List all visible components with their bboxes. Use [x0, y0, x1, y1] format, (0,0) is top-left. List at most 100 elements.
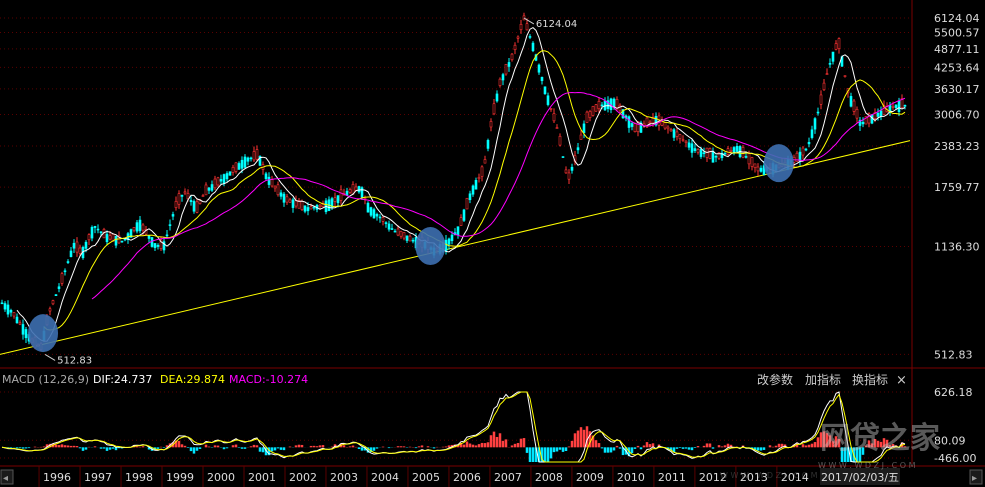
candle-body: [717, 152, 721, 159]
candle-body: [519, 24, 523, 31]
candle-body: [288, 199, 292, 203]
candle-body: [558, 135, 562, 146]
candle-body: [498, 78, 502, 86]
candle-body: [180, 194, 184, 197]
candle-body: [171, 214, 175, 217]
candle-body: [60, 273, 64, 284]
candle-body: [873, 112, 877, 119]
scroll-right-button[interactable]: [969, 469, 983, 485]
candle-body: [753, 163, 757, 168]
price-tick-labels: 6124.04 5500.57 4877.11 4253.64 3630.17 3006.…: [934, 12, 980, 361]
candle-body: [318, 204, 322, 207]
candle-body: [513, 44, 517, 50]
date-label: 2017/02/03/五: [821, 471, 899, 484]
candle-body: [216, 177, 220, 186]
candle-body: [795, 152, 799, 162]
candle-body: [693, 148, 697, 151]
watermark-logo-text: 网贷之家: [820, 421, 940, 456]
candle-body: [9, 310, 13, 313]
year-label: 2009: [576, 471, 604, 484]
candle-body: [891, 106, 895, 108]
candle-body: [267, 176, 271, 185]
candle-body: [138, 219, 142, 232]
candle-body: [399, 230, 403, 237]
candle-body: [360, 187, 364, 198]
candle-body: [156, 244, 160, 247]
candle-body: [660, 121, 664, 126]
scroll-right-icon: ▸: [972, 473, 977, 484]
candle-body: [51, 300, 55, 305]
candle-body: [897, 100, 901, 112]
candle-body: [201, 195, 205, 197]
candle-body: [282, 193, 286, 203]
candle-body: [393, 230, 397, 233]
candle-body: [3, 303, 7, 310]
candle-body: [690, 143, 694, 153]
candle-body: [105, 233, 109, 243]
candle-body: [537, 64, 541, 73]
candle-body: [297, 200, 301, 209]
candle-body: [837, 38, 841, 49]
candle-body: [222, 174, 226, 184]
candle-body: [822, 82, 826, 91]
candle-body: [195, 201, 199, 213]
macd-lines: [1, 391, 906, 463]
candle-body: [231, 167, 235, 173]
candle-body: [462, 209, 466, 221]
candle-body: [387, 223, 391, 230]
macd-tick-label: 626.18: [934, 386, 973, 399]
highlight-circle: [28, 314, 59, 353]
annotation-label: 6124.04: [536, 19, 577, 30]
candle-body: [816, 111, 820, 114]
candle-body: [189, 200, 193, 202]
candle-body: [321, 202, 325, 208]
candle-body: [168, 224, 172, 226]
highlight-circle: [415, 227, 446, 266]
candle-body: [381, 217, 385, 222]
faint-watermark-overlay: W W W . W D Z J . C O M: [720, 471, 818, 480]
candle-body: [900, 98, 904, 108]
candle-body: [825, 73, 829, 75]
candle-body: [132, 227, 136, 231]
candle-body: [546, 95, 550, 105]
year-label: 2013: [740, 471, 768, 484]
candle-body: [75, 241, 79, 253]
scroll-left-button[interactable]: [0, 469, 14, 485]
candle-body: [120, 240, 124, 243]
time-axis: ◂ ▸ 1996 1997 1998 1999 2000 2001 2002 2003 2004…: [0, 465, 985, 487]
add-indicator-button[interactable]: 加指标: [805, 372, 841, 387]
candle-body: [831, 51, 835, 62]
candle-body: [852, 100, 856, 112]
close-indicator-button[interactable]: ×: [896, 373, 907, 388]
candle-body: [276, 184, 280, 196]
highlight-circles: [28, 144, 794, 353]
swap-indicator-button[interactable]: 换指标: [852, 372, 888, 387]
macd-tick-label: -466.00: [934, 452, 976, 465]
candle-body: [312, 206, 316, 209]
candle-body: [372, 209, 376, 219]
candle-body: [348, 189, 352, 193]
candle-body: [294, 200, 298, 207]
candle-body: [162, 241, 166, 251]
price-tick-label: 3006.70: [934, 108, 980, 121]
candle-body: [252, 151, 256, 161]
candle-body: [528, 36, 532, 38]
time-axis-bg: [0, 466, 985, 487]
candle-body: [477, 177, 481, 180]
year-label: 2008: [535, 471, 563, 484]
change-params-button[interactable]: 改参数: [757, 372, 793, 387]
year-label: 2003: [330, 471, 358, 484]
candle-body: [849, 96, 853, 107]
candle-body: [459, 217, 463, 226]
candle-body: [654, 115, 658, 126]
candle-body: [243, 156, 247, 168]
year-label: 2005: [412, 471, 440, 484]
candle-body: [801, 147, 805, 156]
candle-body: [882, 105, 886, 115]
candle-body: [876, 112, 880, 117]
candle-body: [729, 150, 733, 152]
candle-body: [258, 156, 262, 166]
candle-body: [576, 147, 580, 151]
price-tick-label: 1759.77: [934, 181, 980, 194]
main-panel: 6124.04 512.83 6124.04 5500.57 4877.11 4253.…: [0, 0, 985, 464]
